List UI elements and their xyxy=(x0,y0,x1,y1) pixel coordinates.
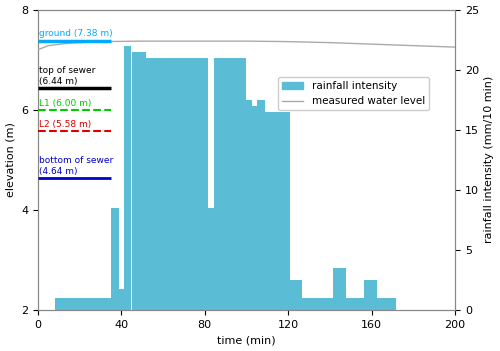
Bar xyxy=(264,112,271,310)
Bar xyxy=(74,298,81,310)
Bar xyxy=(214,58,221,310)
Bar xyxy=(151,58,158,310)
Bar xyxy=(86,298,94,310)
Bar xyxy=(176,58,184,310)
Bar xyxy=(238,58,246,310)
Bar xyxy=(295,280,302,310)
Text: L2 (5.58 m): L2 (5.58 m) xyxy=(39,120,92,129)
Bar xyxy=(326,298,334,310)
Text: top of sewer
(6.44 m): top of sewer (6.44 m) xyxy=(39,66,96,86)
Bar xyxy=(258,100,264,310)
Bar xyxy=(99,298,106,310)
Bar xyxy=(132,52,140,310)
Bar xyxy=(245,100,252,310)
Bar xyxy=(358,298,365,310)
Y-axis label: rainfall intensity (mm/10 min): rainfall intensity (mm/10 min) xyxy=(484,76,494,244)
Bar xyxy=(105,298,112,310)
Bar xyxy=(276,112,283,310)
Bar xyxy=(195,58,202,310)
Text: bottom of sewer
(4.64 m): bottom of sewer (4.64 m) xyxy=(39,157,114,176)
Bar xyxy=(364,280,371,310)
Bar xyxy=(251,106,258,310)
Bar xyxy=(124,46,132,310)
Bar xyxy=(232,58,239,310)
Bar xyxy=(288,280,296,310)
Bar xyxy=(145,58,152,310)
Bar xyxy=(339,268,346,310)
Bar xyxy=(92,298,100,310)
Text: ground (7.38 m): ground (7.38 m) xyxy=(39,29,113,38)
Bar xyxy=(138,52,146,310)
Bar xyxy=(332,268,340,310)
Bar xyxy=(182,58,190,310)
Bar xyxy=(62,298,68,310)
Bar xyxy=(188,58,196,310)
Bar xyxy=(201,58,208,310)
Bar xyxy=(308,298,315,310)
Bar xyxy=(158,58,164,310)
Bar xyxy=(345,298,352,310)
Bar xyxy=(170,58,177,310)
Bar xyxy=(55,298,62,310)
Bar xyxy=(301,298,308,310)
Bar xyxy=(208,208,214,310)
X-axis label: time (min): time (min) xyxy=(217,336,276,345)
Bar xyxy=(282,112,290,310)
Legend: rainfall intensity, measured water level: rainfall intensity, measured water level xyxy=(278,77,429,111)
Bar xyxy=(314,298,321,310)
Bar xyxy=(68,298,75,310)
Y-axis label: elevation (m): elevation (m) xyxy=(6,122,16,197)
Bar xyxy=(270,112,278,310)
Bar xyxy=(118,289,125,310)
Bar xyxy=(226,58,234,310)
Bar xyxy=(164,58,171,310)
Bar xyxy=(320,298,328,310)
Bar xyxy=(376,298,384,310)
Bar xyxy=(80,298,88,310)
Bar xyxy=(389,298,396,310)
Bar xyxy=(352,298,358,310)
Bar xyxy=(112,208,119,310)
Bar xyxy=(370,280,378,310)
Bar xyxy=(382,298,390,310)
Text: L1 (6.00 m): L1 (6.00 m) xyxy=(39,99,92,108)
Bar xyxy=(220,58,227,310)
